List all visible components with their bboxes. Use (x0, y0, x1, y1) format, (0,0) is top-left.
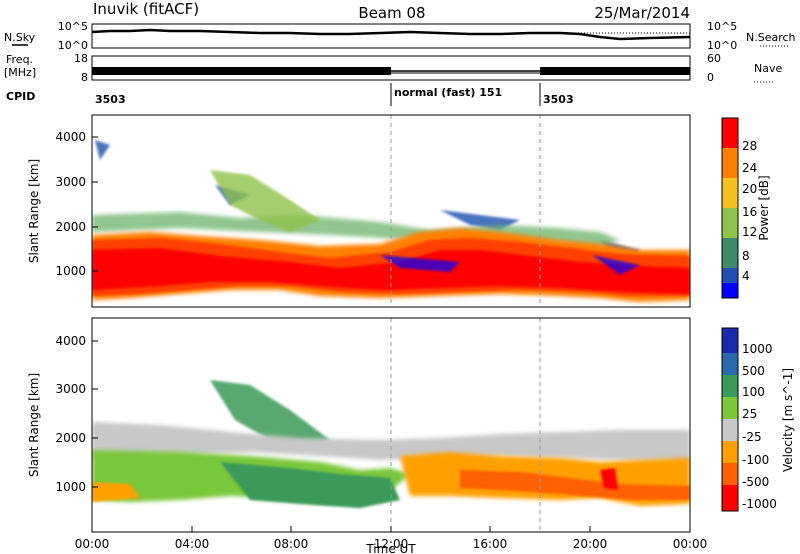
velocity-cb-1000: 1000 (742, 342, 773, 356)
power-cb-label: Power [dB] (757, 175, 771, 240)
velocity-ytick-3000: 3000 (55, 382, 86, 396)
velocity-ytick-2000: 2000 (55, 431, 86, 445)
freq-tick-top: 18 (74, 52, 88, 65)
freq-tick-bottom: 8 (81, 71, 88, 84)
nave-tick-top: 60 (707, 52, 721, 65)
velocity-ytick-4000: 4000 (55, 334, 86, 348)
nave-label: Nave (754, 62, 782, 75)
velocity-cb-25: 25 (742, 407, 757, 421)
power-cb-20: 20 (742, 182, 757, 196)
power-cb-24: 24 (742, 161, 757, 175)
cpid-row: CPID 3503 normal (fast) 151 3503 (6, 83, 574, 106)
beam-title: Beam 08 (358, 4, 425, 22)
power-cb-4: 4 (742, 269, 750, 283)
time-tick-2: 08:00 (274, 537, 309, 551)
time-tick-4: 16:00 (473, 537, 508, 551)
power-cb-8: 8 (742, 249, 750, 263)
velocity-darkgreen-band (220, 462, 400, 508)
power-speckle-green (92, 212, 620, 248)
nave-tick-bottom: 0 (707, 71, 714, 84)
time-tick-5: 20:00 (573, 537, 608, 551)
power-colorbar: 4 8 12 16 20 24 28 Power [dB] (721, 117, 771, 299)
velocity-cb-100: 100 (742, 385, 765, 399)
velocity-ylabel: Slant Range [km] (27, 373, 41, 477)
time-tick-0: 00:00 (75, 537, 110, 551)
power-ytick-4000: 4000 (55, 130, 86, 144)
velocity-plume (210, 380, 330, 450)
nsearch-tick-top: 10^5 (707, 20, 737, 33)
power-ylabel: Slant Range [km] (27, 159, 41, 263)
time-tick-3: 12:00 (374, 537, 409, 551)
power-fringe-blue (380, 255, 640, 275)
cpid-seg-3: 3503 (543, 93, 574, 106)
nsky-panel: 10^5 10^0 10^5 10^0 N.Sky N.Search (4, 20, 796, 52)
station-title: Inuvik (fitACF) (93, 0, 199, 18)
velocity-cb-m1000: -1000 (742, 497, 777, 511)
freq-panel: 18 8 60 0 Freq. [MHz] Nave (4, 52, 782, 84)
power-ytick-2000: 2000 (55, 220, 86, 234)
velocity-y-axis: 1000 2000 3000 4000 Slant Range [km] (27, 334, 98, 494)
power-ytick-1000: 1000 (55, 264, 86, 278)
power-cb-16: 16 (742, 205, 757, 219)
nave-bar-1 (92, 67, 391, 75)
time-axis: 00:00 04:00 08:00 12:00 16:00 20:00 00:0… (75, 526, 708, 554)
velocity-red-spot (600, 468, 618, 490)
power-plume (210, 170, 320, 232)
time-tick-1: 04:00 (175, 537, 210, 551)
freq-unit: [MHz] (4, 66, 36, 79)
velocity-cb-label: Velocity [m s^-1] (781, 368, 795, 472)
velocity-panel: 1000 2000 3000 4000 Slant Range [km] (27, 317, 691, 533)
velocity-orange-core (460, 470, 690, 500)
nsearch-label: N.Search (746, 31, 796, 44)
nsky-tick-bottom: 10^0 (58, 39, 88, 52)
velocity-cb-m500: -500 (742, 475, 769, 489)
velocity-ytick-1000: 1000 (55, 480, 86, 494)
power-cb-28: 28 (742, 139, 757, 153)
nave-bar-2 (540, 67, 690, 75)
velocity-cb-500: 500 (742, 364, 765, 378)
nsky-trace (91, 28, 691, 41)
cpid-seg-2: normal (fast) 151 (394, 86, 502, 99)
cpid-label: CPID (6, 90, 35, 103)
freq-label: Freq. (6, 53, 33, 66)
power-y-axis: 1000 2000 3000 4000 Slant Range [km] (27, 130, 98, 278)
nsearch-tick-bottom: 10^0 (707, 39, 737, 52)
power-ytick-3000: 3000 (55, 175, 86, 189)
power-cb-12: 12 (742, 225, 757, 239)
velocity-cb-m100: -100 (742, 453, 769, 467)
power-panel: 1000 2000 3000 4000 Slant Range [km] (27, 114, 691, 308)
time-axis-label: Time UT (365, 542, 416, 554)
nsky-label: N.Sky (4, 31, 36, 44)
cpid-seg-1: 3503 (95, 93, 126, 106)
velocity-cb-m25: -25 (742, 430, 762, 444)
time-tick-6: 00:00 (673, 537, 708, 551)
velocity-colorbar: 1000 500 100 25 -25 -100 -500 -1000 Velo… (721, 327, 795, 512)
date-title: 25/Mar/2014 (594, 4, 690, 22)
nsky-tick-top: 10^5 (58, 20, 88, 33)
velocity-left-orange (92, 482, 140, 502)
